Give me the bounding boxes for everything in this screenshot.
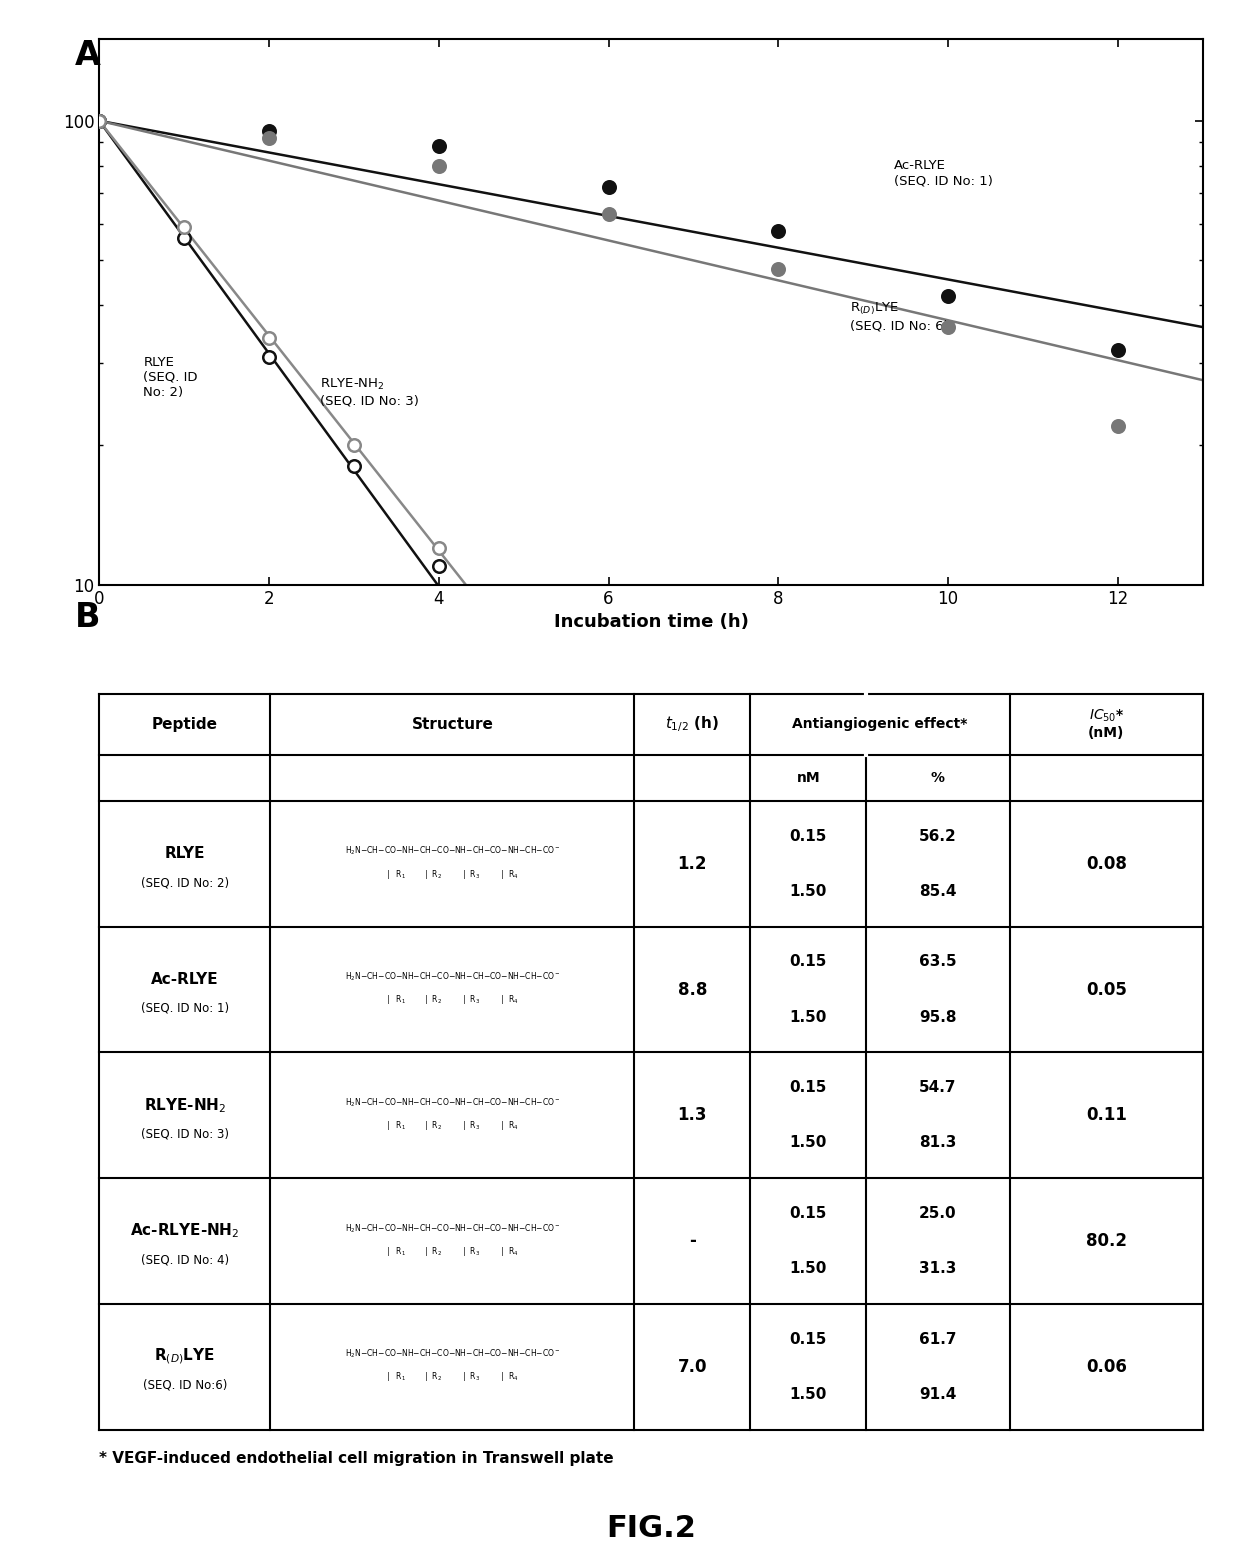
Text: 1.2: 1.2 <box>677 855 707 873</box>
Text: B: B <box>74 601 100 634</box>
Text: 61.7: 61.7 <box>919 1332 957 1347</box>
Text: 95.8: 95.8 <box>919 1010 957 1024</box>
Text: 80.2: 80.2 <box>1086 1232 1127 1250</box>
Text: 0.15: 0.15 <box>790 954 827 969</box>
Text: 54.7: 54.7 <box>919 1080 957 1096</box>
Text: A: A <box>74 39 100 72</box>
Text: * VEGF-induced endothelial cell migration in Transwell plate: * VEGF-induced endothelial cell migratio… <box>99 1450 614 1466</box>
Text: Structure: Structure <box>412 716 494 732</box>
Text: 0.15: 0.15 <box>790 1332 827 1347</box>
Text: RLYE-NH$_2$
(SEQ. ID No: 3): RLYE-NH$_2$ (SEQ. ID No: 3) <box>320 378 419 407</box>
Text: RLYE
(SEQ. ID
No: 2): RLYE (SEQ. ID No: 2) <box>144 356 198 398</box>
Text: Peptide: Peptide <box>151 716 218 732</box>
Text: FIG.2: FIG.2 <box>606 1514 696 1544</box>
Text: H$_2$N$-$CH$-$CO$-$NH$-$CH$-$CO$-$NH$-$CH$-$CO$-$NH$-$CH$-$CO$^-$: H$_2$N$-$CH$-$CO$-$NH$-$CH$-$CO$-$NH$-$C… <box>345 1222 560 1235</box>
Text: %: % <box>931 771 945 785</box>
Text: 0.06: 0.06 <box>1086 1358 1127 1375</box>
Text: 1.50: 1.50 <box>790 1261 827 1277</box>
Text: 0.05: 0.05 <box>1086 980 1127 999</box>
Text: (SEQ. ID No: 4): (SEQ. ID No: 4) <box>140 1253 229 1266</box>
X-axis label: Incubation time (h): Incubation time (h) <box>553 613 749 631</box>
Text: 85.4: 85.4 <box>919 884 957 899</box>
Text: R$_{(D)}$LYE
(SEQ. ID No: 6): R$_{(D)}$LYE (SEQ. ID No: 6) <box>849 301 949 332</box>
Text: |   R$_1$        |  R$_2$         |  R$_3$         |  R$_4$: | R$_1$ | R$_2$ | R$_3$ | R$_4$ <box>386 1371 518 1383</box>
Text: 0.15: 0.15 <box>790 829 827 845</box>
Text: H$_2$N$-$CH$-$CO$-$NH$-$CH$-$CO$-$NH$-$CH$-$CO$-$NH$-$CH$-$CO$^-$: H$_2$N$-$CH$-$CO$-$NH$-$CH$-$CO$-$NH$-$C… <box>345 1347 560 1360</box>
Text: |   R$_1$        |  R$_2$         |  R$_3$         |  R$_4$: | R$_1$ | R$_2$ | R$_3$ | R$_4$ <box>386 993 518 1007</box>
Text: Ac-RLYE: Ac-RLYE <box>151 973 218 987</box>
Text: 8.8: 8.8 <box>678 980 707 999</box>
Text: 25.0: 25.0 <box>919 1207 957 1221</box>
Text: (SEQ. ID No: 1): (SEQ. ID No: 1) <box>140 1002 229 1015</box>
Text: 31.3: 31.3 <box>919 1261 956 1277</box>
Text: Antiangiogenic effect*: Antiangiogenic effect* <box>792 716 967 731</box>
Text: (SEQ. ID No: 3): (SEQ. ID No: 3) <box>140 1127 228 1141</box>
Text: 81.3: 81.3 <box>919 1135 956 1150</box>
Text: H$_2$N$-$CH$-$CO$-$NH$-$CH$-$CO$-$NH$-$CH$-$CO$-$NH$-$CH$-$CO$^-$: H$_2$N$-$CH$-$CO$-$NH$-$CH$-$CO$-$NH$-$C… <box>345 971 560 983</box>
Text: 0.08: 0.08 <box>1086 855 1127 873</box>
Text: |   R$_1$        |  R$_2$         |  R$_3$         |  R$_4$: | R$_1$ | R$_2$ | R$_3$ | R$_4$ <box>386 1244 518 1258</box>
Text: 56.2: 56.2 <box>919 829 957 845</box>
Text: H$_2$N$-$CH$-$CO$-$NH$-$CH$-$CO$-$NH$-$CH$-$CO$-$NH$-$CH$-$CO$^-$: H$_2$N$-$CH$-$CO$-$NH$-$CH$-$CO$-$NH$-$C… <box>345 845 560 857</box>
Text: nM: nM <box>796 771 820 785</box>
Text: Ac-RLYE
(SEQ. ID No: 1): Ac-RLYE (SEQ. ID No: 1) <box>894 159 993 187</box>
Text: H$_2$N$-$CH$-$CO$-$NH$-$CH$-$CO$-$NH$-$CH$-$CO$-$NH$-$CH$-$CO$^-$: H$_2$N$-$CH$-$CO$-$NH$-$CH$-$CO$-$NH$-$C… <box>345 1096 560 1108</box>
Text: $t_{1/2}$ (h): $t_{1/2}$ (h) <box>666 713 719 734</box>
Text: R$_{(D)}$LYE: R$_{(D)}$LYE <box>154 1347 216 1366</box>
Text: 0.11: 0.11 <box>1086 1107 1127 1124</box>
Text: RLYE: RLYE <box>165 846 205 862</box>
Text: (SEQ. ID No: 2): (SEQ. ID No: 2) <box>140 876 229 890</box>
Text: -: - <box>689 1232 696 1250</box>
Text: |   R$_1$        |  R$_2$         |  R$_3$         |  R$_4$: | R$_1$ | R$_2$ | R$_3$ | R$_4$ <box>386 1119 518 1132</box>
Text: Ac-RLYE-NH$_2$: Ac-RLYE-NH$_2$ <box>130 1222 239 1241</box>
Text: 1.3: 1.3 <box>677 1107 707 1124</box>
Text: RLYE-NH$_2$: RLYE-NH$_2$ <box>144 1096 226 1115</box>
Text: $IC_{50}$*
(nM): $IC_{50}$* (nM) <box>1087 707 1125 740</box>
Text: 0.15: 0.15 <box>790 1080 827 1096</box>
Text: (SEQ. ID No:6): (SEQ. ID No:6) <box>143 1378 227 1392</box>
Text: 63.5: 63.5 <box>919 954 957 969</box>
Text: 1.50: 1.50 <box>790 1010 827 1024</box>
Text: 0.15: 0.15 <box>790 1207 827 1221</box>
Text: |   R$_1$        |  R$_2$         |  R$_3$         |  R$_4$: | R$_1$ | R$_2$ | R$_3$ | R$_4$ <box>386 868 518 880</box>
Text: 1.50: 1.50 <box>790 1135 827 1150</box>
Text: 91.4: 91.4 <box>919 1386 956 1402</box>
Text: 7.0: 7.0 <box>677 1358 707 1375</box>
Text: 1.50: 1.50 <box>790 1386 827 1402</box>
Text: 1.50: 1.50 <box>790 884 827 899</box>
